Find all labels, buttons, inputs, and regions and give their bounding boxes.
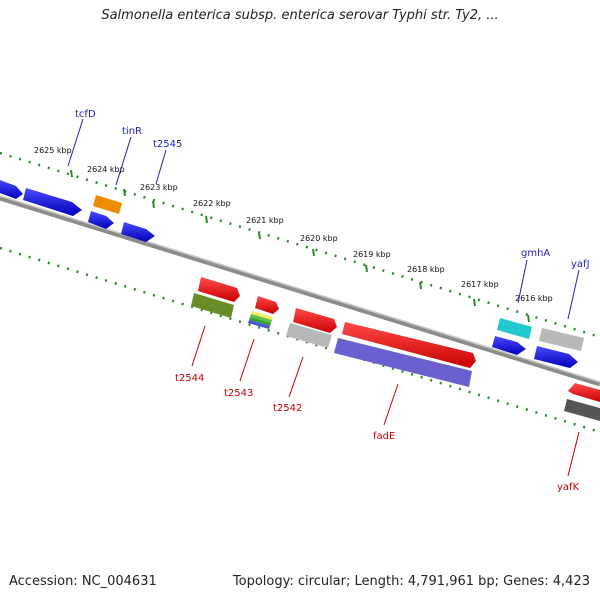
gene-label-yafJ[interactable]: yafJ bbox=[571, 259, 590, 270]
gene-tinR[interactable] bbox=[93, 195, 122, 214]
gene-arrow[interactable] bbox=[255, 296, 279, 314]
label-leaders bbox=[67, 118, 580, 477]
gene-arrow[interactable] bbox=[23, 188, 82, 216]
scale-label: 2617 kbp bbox=[461, 280, 499, 289]
gene-yafK[interactable] bbox=[564, 399, 600, 421]
scale-label: 2621 kbp bbox=[246, 216, 284, 225]
gene-yafJ[interactable] bbox=[539, 328, 584, 351]
scale-tick bbox=[473, 298, 476, 307]
scale-label: 2616 kbp bbox=[515, 294, 553, 303]
scale-label: 2624 kbp bbox=[87, 165, 125, 174]
gene-t2543[interactable] bbox=[248, 311, 273, 329]
gene-fadE[interactable] bbox=[334, 338, 472, 387]
gene-label-tcfD[interactable]: tcfD bbox=[75, 109, 96, 120]
gene-arrow[interactable] bbox=[293, 308, 337, 333]
gene-arrow[interactable] bbox=[568, 383, 600, 402]
scale-tick bbox=[527, 314, 530, 323]
scale-tick bbox=[258, 231, 261, 240]
map-title: Salmonella enterica subsp. enterica sero… bbox=[101, 8, 499, 23]
scale-label: 2619 kbp bbox=[353, 250, 391, 259]
accession-text: Accession: NC_004631 bbox=[9, 574, 157, 589]
scale-tick bbox=[419, 281, 422, 290]
genome-backbone bbox=[0, 195, 600, 387]
gene-label-yafK[interactable]: yafK bbox=[557, 482, 580, 493]
scale-tick bbox=[365, 264, 368, 273]
scale-ticks: 2625 kbp 2624 kbp 2623 kbp 2622 kbp 2621… bbox=[34, 146, 553, 323]
gene-t2545[interactable] bbox=[121, 222, 155, 242]
gene-label-t2543[interactable]: t2543 bbox=[224, 388, 253, 399]
scale-label: 2623 kbp bbox=[140, 183, 178, 192]
scale-tick bbox=[152, 200, 155, 209]
scale-tick bbox=[70, 169, 73, 178]
scale-label: 2625 kbp bbox=[34, 146, 72, 155]
gene-label-t2544[interactable]: t2544 bbox=[175, 373, 204, 384]
scale-tick bbox=[123, 188, 126, 197]
scale-label: 2620 kbp bbox=[300, 234, 338, 243]
gene-label-t2542[interactable]: t2542 bbox=[273, 403, 302, 414]
gene-tcfD[interactable] bbox=[88, 211, 114, 229]
gene-label-tinR[interactable]: tinR bbox=[122, 126, 142, 137]
gene-t2542[interactable] bbox=[286, 323, 332, 348]
scale-tick bbox=[312, 248, 315, 257]
gene-arrow[interactable] bbox=[198, 277, 240, 302]
gene-label-gmhA[interactable]: gmhA bbox=[521, 248, 550, 259]
gene-arrow[interactable] bbox=[534, 346, 578, 368]
outer-genes bbox=[0, 180, 584, 368]
gene-arrow[interactable] bbox=[492, 336, 526, 355]
scale-tick bbox=[205, 215, 208, 224]
gene-arrow[interactable] bbox=[0, 180, 23, 199]
scale-label: 2622 kbp bbox=[193, 199, 231, 208]
gene-gmhA[interactable] bbox=[497, 318, 532, 339]
gene-t2544[interactable] bbox=[191, 293, 234, 318]
gene-label-t2545[interactable]: t2545 bbox=[153, 139, 182, 150]
gene-label-fadE[interactable]: fadE bbox=[373, 431, 395, 442]
inner-genes bbox=[191, 277, 600, 421]
topology-text: Topology: circular; Length: 4,791,961 bp… bbox=[232, 574, 590, 589]
scale-label: 2618 kbp bbox=[407, 265, 445, 274]
gene-arrow[interactable] bbox=[342, 322, 476, 368]
